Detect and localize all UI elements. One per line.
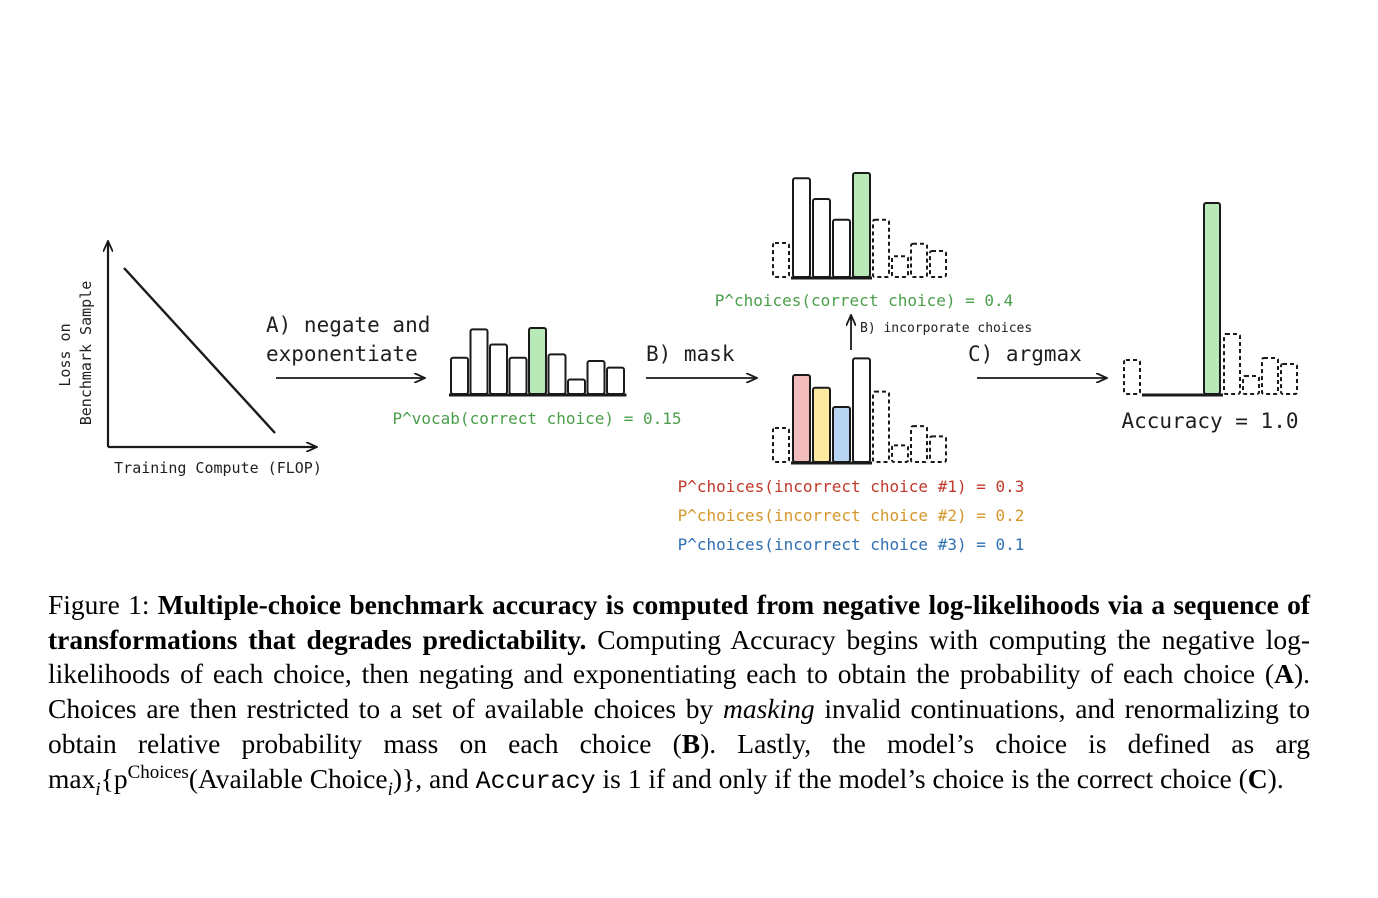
accuracy-masked-bar [1261,357,1279,395]
caption-ref-b: B [681,727,701,759]
choices-top-bar [812,198,831,278]
loss-plot: Loss on Benchmark Sample Training Comput… [56,242,322,477]
step-a-label-line1: A) negate and [266,313,430,337]
accuracy-masked-bar [1280,363,1298,395]
loss-plot-ylabel-line2: Benchmark Sample [77,281,95,426]
step-a: A) negate and exponentiate [266,313,430,378]
choices-mid-masked-bar [891,444,909,463]
accuracy-histogram [1123,202,1298,397]
choices-top-bar [832,218,851,279]
loss-plot-ylabel-line1: Loss on [56,323,74,386]
choices-mid-bar [812,386,831,464]
accuracy-masked-bar [1242,375,1260,395]
caption-part8: is 1 if and only if the model’s choice i… [595,762,1248,794]
choices-correct-result: P^choices(correct choice) = 0.4 [715,291,1014,310]
choices-top-bar [792,177,811,278]
step-c: C) argmax [968,342,1106,378]
choices-mid-bar [792,373,811,463]
caption-part4: ). Lastly, the model’s choice is defined… [48,727,1310,794]
accuracy-result: Accuracy = 1.0 [1121,409,1298,433]
vocab-bar [547,353,567,395]
figure-caption: Figure 1: Multiple-choice benchmark accu… [48,588,1310,799]
accuracy-bar-correct [1203,202,1221,395]
incorrect-result-2: P^choices(incorrect choice #2) = 0.2 [678,506,1025,525]
incorporate-label: B) incorporate choices [860,321,1032,336]
caption-masking: masking [722,693,815,725]
loss-plot-xlabel: Training Compute (FLOP) [114,459,322,477]
vocab-bar [606,366,625,396]
caption-sup-choices: Choices [127,761,189,783]
vocab-bar-correct [528,327,547,395]
choices-top-masked-bar [910,242,928,278]
figure-diagram: Loss on Benchmark Sample Training Comput… [56,172,1299,554]
caption-prefix: Figure 1: [48,589,158,620]
caption-part6: (Available Choice [188,762,388,794]
choices-mid-masked-bar [872,390,890,464]
choices-mid-masked-bar [910,425,928,464]
choices-mid-histogram [772,357,947,465]
caption-ref-c: C [1247,762,1268,794]
vocab-bar [469,328,489,396]
choices-top-masked-bar [891,255,909,279]
caption-bold-title: Multiple-choice benchmark accuracy is co… [48,589,1310,655]
choices-top-masked-bar [772,242,790,278]
accuracy-masked-bar [1123,359,1141,395]
incorrect-result-1: P^choices(incorrect choice #1) = 0.3 [678,477,1025,496]
choices-top-bar-correct [852,172,871,278]
loss-plot-trend-line [123,267,276,434]
caption-accuracy-mono: Accuracy [475,766,596,796]
caption-part2: ). Choices are then restricted to a set … [48,658,1310,725]
caption-sub-i: i [95,778,101,800]
choices-top-histogram [772,172,947,280]
accuracy-masked-bar [1223,333,1241,395]
vocab-bar [450,356,469,396]
caption-part5: {p [100,762,128,794]
vocab-result-label: P^vocab(correct choice) = 0.15 [393,409,682,428]
vocab-bar [508,356,528,396]
choices-mid-bar [832,405,851,463]
caption-part3: invalid continuations, and renormalizing… [48,693,1310,759]
step-b: B) mask B) incorporate choices [646,316,1032,378]
choices-top-masked-bar [872,218,890,279]
caption-part7: )}, and [392,762,476,794]
choices-top-masked-bar [929,250,947,278]
incorrect-result-3: P^choices(incorrect choice #3) = 0.1 [678,535,1025,554]
choices-mid-bar [852,357,871,464]
choices-mid-masked-bar [929,435,947,463]
caption-ref-a: A [1274,658,1294,690]
vocab-histogram [449,327,627,397]
vocab-bar [489,343,508,395]
vocab-bar [586,360,606,395]
choices-mid-masked-bar [772,427,790,463]
step-c-label: C) argmax [968,342,1082,366]
step-b-label: B) mask [646,342,735,366]
caption-sub-i2: i [387,778,393,800]
step-a-label-line2: exponentiate [266,342,418,366]
vocab-bar [567,378,586,396]
caption-part9: ). [1267,762,1284,794]
caption-part1: Computing Accuracy begins with computing… [48,623,1310,690]
